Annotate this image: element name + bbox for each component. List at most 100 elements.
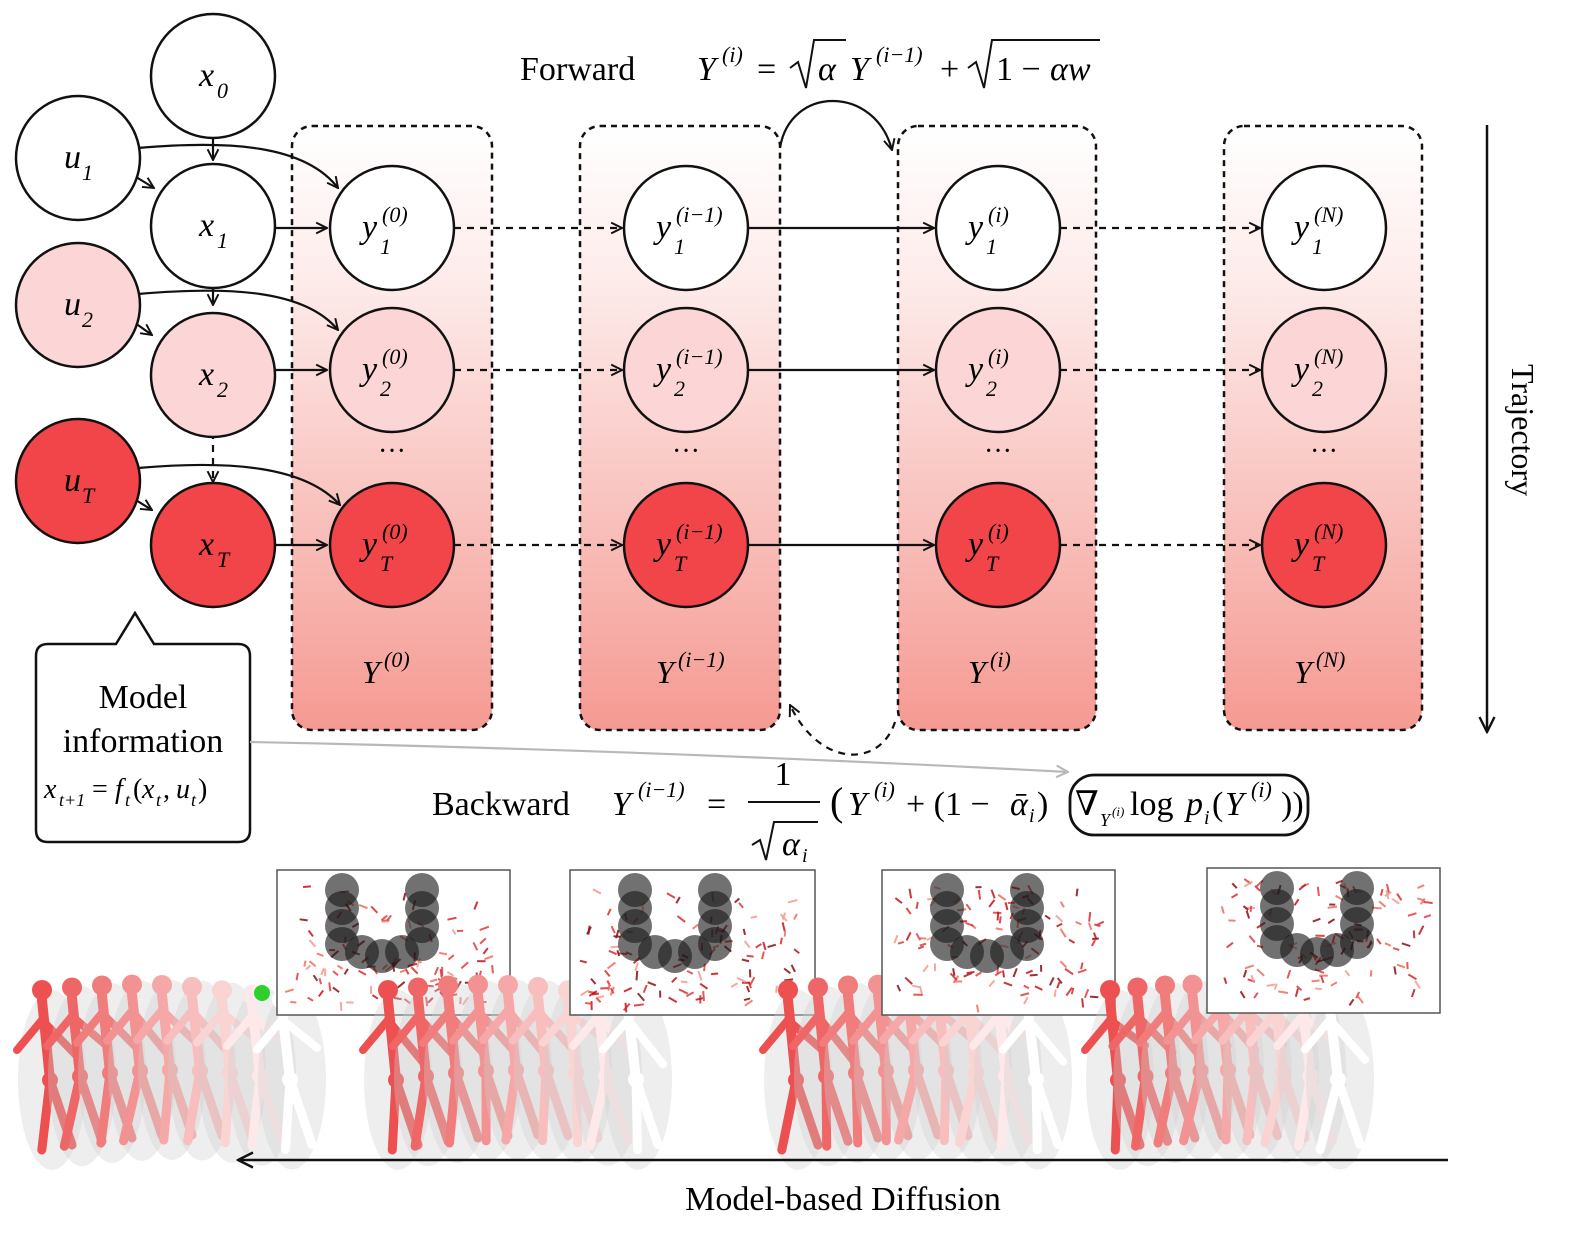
robot-trajectory-stage-2 — [759, 869, 1116, 1170]
svg-text:)): )) — [1281, 786, 1304, 823]
robot-silhouette — [759, 974, 1072, 1170]
svg-text:=: = — [92, 774, 108, 805]
svg-text:T: T — [674, 551, 688, 576]
svg-text:(0): (0) — [382, 519, 408, 544]
svg-text:i: i — [802, 845, 808, 867]
svg-text:T: T — [380, 551, 394, 576]
robot-trajectory-stage-1 — [359, 869, 816, 1170]
svg-text:i: i — [1204, 807, 1210, 829]
svg-text:α: α — [782, 826, 801, 863]
node-yT-1: yT (i−1) — [622, 481, 750, 609]
svg-text:T: T — [1312, 551, 1326, 576]
svg-text:i: i — [1029, 805, 1035, 827]
trajectory-label: Trajectory — [1505, 364, 1541, 496]
svg-text:t: t — [156, 790, 162, 810]
svg-text:x: x — [43, 774, 57, 805]
group-label: Y (i−1) — [656, 647, 725, 690]
svg-text:∇: ∇ — [1075, 786, 1099, 823]
svg-text:Y: Y — [697, 51, 719, 88]
forward-equation: Y (i) = α Y (i−1) + 1 − αw — [697, 39, 1100, 89]
svg-text:log: log — [1130, 786, 1173, 823]
svg-text:=: = — [707, 786, 726, 823]
svg-text:(N): (N) — [1316, 647, 1345, 672]
svg-text:u: u — [176, 774, 190, 805]
svg-text:1: 1 — [217, 228, 228, 253]
field-panel — [569, 869, 816, 1016]
node-y1-0: y1 (0) — [328, 164, 456, 292]
u-obstacle — [1260, 871, 1374, 971]
svg-text:p: p — [1184, 786, 1203, 823]
svg-text:(N): (N) — [1314, 519, 1343, 544]
svg-text:2: 2 — [217, 377, 228, 402]
svg-text:x: x — [198, 526, 214, 563]
group-label: Y (i) — [968, 647, 1011, 690]
backward-equation: Y (i−1) = 1 α i ( Y (i) + (1 − ᾱ i ) ∇ Y… — [612, 756, 1310, 867]
node-y1-1: y1 (i−1) — [622, 164, 750, 292]
svg-text:t: t — [125, 790, 131, 810]
svg-text:(: ( — [1212, 786, 1223, 823]
svg-text:(i−1): (i−1) — [638, 777, 685, 802]
svg-text:y: y — [1291, 209, 1310, 246]
svg-text:1: 1 — [775, 756, 792, 793]
svg-text:): ) — [1037, 786, 1048, 823]
svg-text:2: 2 — [674, 376, 685, 401]
callout-model: Model — [99, 679, 188, 716]
svg-text:y: y — [359, 351, 378, 388]
svg-text:(N): (N) — [1314, 202, 1343, 227]
callout-equation: x t+1 = f t ( x t , u t ) — [43, 774, 207, 810]
node-y1-3: y1 (N) — [1260, 164, 1388, 292]
svg-text:2: 2 — [986, 376, 997, 401]
edge-arrow — [137, 463, 340, 505]
svg-text:αw: αw — [1050, 51, 1091, 88]
svg-text:y: y — [1291, 351, 1310, 388]
illustrations — [13, 867, 1441, 1170]
ellipsis: ··· — [984, 436, 1012, 467]
svg-text:y: y — [965, 209, 984, 246]
svg-text:t+1: t+1 — [59, 790, 85, 810]
svg-text:y: y — [359, 209, 378, 246]
svg-text:x: x — [198, 57, 214, 94]
ellipsis: ··· — [378, 436, 406, 467]
model-info-arrow — [249, 740, 1068, 772]
svg-text:(N): (N) — [1314, 344, 1343, 369]
group-label: Y (N) — [1294, 647, 1345, 690]
u-obstacle — [618, 873, 732, 973]
svg-text:(i): (i) — [722, 42, 743, 67]
svg-text:u: u — [64, 286, 81, 323]
svg-text:f: f — [115, 774, 126, 805]
svg-text:1: 1 — [1312, 234, 1323, 259]
svg-text:ᾱ: ᾱ — [1010, 786, 1029, 823]
svg-text:(0): (0) — [384, 647, 410, 672]
node-y2-0: y2 (0) — [328, 306, 456, 434]
svg-text:1: 1 — [986, 234, 997, 259]
node-y2-1: y2 (i−1) — [622, 306, 750, 434]
edge-arrow — [137, 143, 338, 188]
node-yT-2: yT (i) — [934, 481, 1062, 609]
svg-text:(i): (i) — [990, 647, 1011, 672]
input-nodes: x 0u 1x 1u 2x 2u Tx T — [14, 12, 340, 609]
backward-curve-arrow — [790, 705, 897, 756]
svg-text:Y: Y — [656, 654, 677, 690]
svg-text:Y: Y — [1294, 654, 1315, 690]
svg-text:y: y — [965, 351, 984, 388]
svg-text:y: y — [359, 526, 378, 563]
node-yT-0: yT (0) — [328, 481, 456, 609]
target-dot — [254, 985, 270, 1001]
node-y1-2: y1 (i) — [934, 164, 1062, 292]
svg-text:y: y — [653, 209, 672, 246]
robot-trajectory-stage-0 — [13, 869, 511, 1170]
node-yT-3: yT (N) — [1260, 481, 1388, 609]
svg-text:1: 1 — [674, 234, 685, 259]
iteration-groups: Y (0) Y (i−1) Y (i) Y (N) — [290, 124, 1424, 732]
svg-text:x: x — [141, 774, 155, 805]
svg-text:y: y — [1291, 526, 1310, 563]
svg-text:u: u — [64, 462, 81, 499]
backward-label: Backward — [432, 786, 570, 823]
svg-text:+: + — [940, 51, 959, 88]
svg-text:x: x — [198, 356, 214, 393]
svg-text:(i−1): (i−1) — [678, 647, 725, 672]
